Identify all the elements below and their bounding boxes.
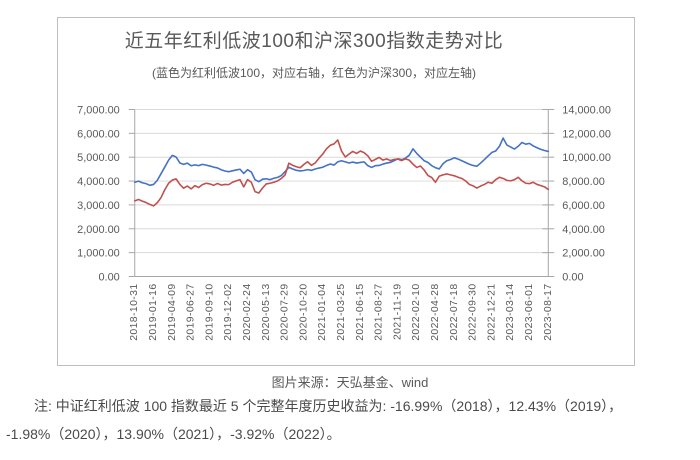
y-axis-label-right: 10,000.00 [562, 152, 611, 164]
y-axis-label-left: 5,000.00 [77, 152, 120, 164]
x-axis-label: 2022-04-28 [430, 283, 441, 340]
x-axis-label: 2020-10-20 [298, 283, 309, 340]
x-axis-label: 2020-05-13 [261, 283, 272, 340]
chart-subtitle: (蓝色为红利低波100，对应右轴，红色为沪深300，对应左轴) [151, 66, 477, 80]
footnote-line-1: 注: 中证红利低波 100 指数最近 5 个完整年度历史收益为: -16.99%… [34, 398, 623, 414]
x-axis-label: 2022-07-18 [449, 283, 460, 340]
series-line-dividend-lowvol-100 [133, 137, 550, 187]
y-axis-label-left: 2,000.00 [77, 224, 120, 236]
x-axis-label: 2023-03-14 [505, 283, 516, 340]
x-axis-label: 2023-08-17 [543, 283, 554, 340]
y-axis-label-right: 2,000.00 [562, 248, 605, 260]
y-axis-label-left: 6,000.00 [77, 128, 120, 140]
y-axis-label-right: 12,000.00 [562, 128, 611, 140]
x-axis-label: 2019-12-02 [223, 283, 234, 340]
y-axis-label-right: 8,000.00 [562, 176, 605, 188]
x-axis-label: 2020-07-29 [280, 283, 291, 340]
x-axis-label: 2023-06-01 [524, 283, 535, 340]
x-axis-label: 2019-01-16 [148, 283, 159, 340]
x-axis-label: 2022-02-10 [411, 283, 422, 340]
y-axis-label-right: 6,000.00 [562, 200, 605, 212]
x-axis-label: 2021-03-25 [336, 283, 347, 340]
x-axis-label: 2019-06-27 [186, 283, 197, 340]
footnote-line-2: -1.98%（2020），13.90%（2021），-3.92%（2022）。 [6, 426, 341, 442]
image-source-caption: 图片来源：天弘基金、wind [271, 375, 429, 390]
x-axis-label: 2019-04-09 [167, 283, 178, 340]
chart-container: 近五年红利低波100和沪深300指数走势对比 (蓝色为红利低波100，对应右轴，… [57, 17, 635, 366]
y-axis-label-right: 14,000.00 [562, 104, 611, 116]
x-axis-label: 2018-10-31 [129, 283, 140, 340]
chart-title: 近五年红利低波100和沪深300指数走势对比 [124, 31, 504, 52]
footnote: 注: 中证红利低波 100 指数最近 5 个完整年度历史收益为: -16.99%… [6, 392, 696, 448]
x-axis-label: 2020-02-24 [242, 283, 253, 340]
x-axis-label: 2022-09-30 [468, 283, 479, 340]
y-axis-label-right: 0.00 [562, 271, 583, 283]
x-axis-label: 2021-08-27 [374, 283, 385, 340]
y-axis-label-left: 1,000.00 [77, 248, 120, 260]
x-axis-label: 2022-12-21 [486, 283, 497, 340]
x-axis-label: 2021-06-15 [355, 283, 366, 340]
x-axis-label: 2019-09-10 [204, 283, 215, 340]
y-axis-label-left: 0.00 [98, 271, 119, 283]
y-axis-label-left: 7,000.00 [77, 104, 120, 116]
y-axis-label-left: 4,000.00 [77, 176, 120, 188]
x-axis-label: 2021-01-04 [317, 283, 328, 340]
y-axis-label-left: 3,000.00 [77, 200, 120, 212]
x-axis-label: 2021-11-19 [392, 283, 403, 340]
series-line-csi300 [133, 139, 550, 207]
y-axis-label-right: 4,000.00 [562, 224, 605, 236]
plot-area: 7,000.00 14,000.00 6,000.00 12,000.00 5,000.… [77, 104, 611, 340]
chart-title-block: 近五年红利低波100和沪深300指数走势对比 (蓝色为红利低波100，对应右轴，… [58, 30, 570, 81]
